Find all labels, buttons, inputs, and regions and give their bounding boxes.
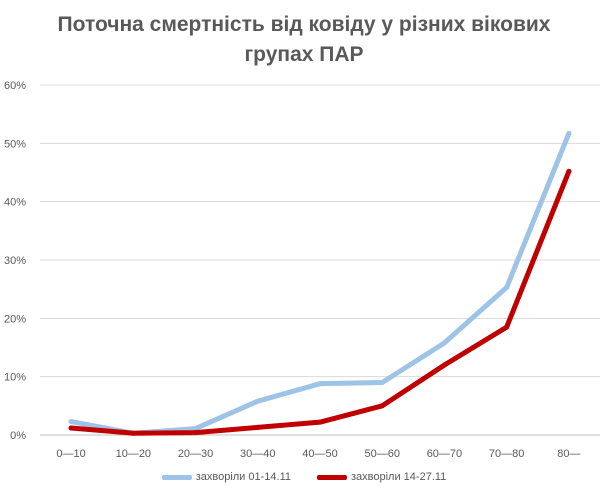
- chart-title-line-2: групах ПАР: [244, 43, 364, 66]
- data-point-series-2: [68, 425, 74, 431]
- x-tick-label: 10—20: [116, 448, 151, 460]
- data-point-series-2: [255, 424, 261, 430]
- y-tick-label: 0%: [10, 430, 26, 442]
- y-tick-label: 50%: [4, 138, 26, 150]
- data-point-series-2: [566, 168, 572, 174]
- x-tick-label: 50—60: [364, 448, 399, 460]
- data-point-series-2: [193, 430, 199, 436]
- chart-title-line-1: Поточна смертність від ковіду у різних в…: [57, 13, 551, 36]
- legend-swatch-series-2: [317, 474, 347, 480]
- legend: захворіли 01-14.11 захворіли 14-27.11: [0, 471, 608, 483]
- data-point-series-1: [255, 398, 261, 404]
- x-tick-label: 0—10: [56, 448, 85, 460]
- data-point-series-2: [504, 324, 510, 330]
- y-tick-label: 10%: [4, 372, 26, 384]
- x-tick-label: 20—30: [178, 448, 213, 460]
- legend-label-series-1: захворіли 01-14.11: [195, 471, 291, 483]
- x-axis-tick-labels: 0—10 10—20 20—30 30—40 40—50 50—60 60—70 70—80 8…: [56, 448, 580, 460]
- x-tick-label: 40—50: [302, 448, 337, 460]
- x-tick-label: 80—: [557, 448, 580, 460]
- x-tick-label: 60—70: [427, 448, 462, 460]
- y-tick-label: 30%: [4, 255, 26, 267]
- data-point-series-2: [441, 362, 447, 368]
- data-point-series-1: [193, 426, 199, 432]
- legend-label-series-2: захворіли 14-27.11: [351, 471, 447, 483]
- data-point-series-1: [566, 130, 572, 136]
- y-tick-label: 60%: [4, 80, 26, 92]
- y-axis-tick-labels: 0% 10% 20% 30% 40% 50% 60%: [4, 80, 26, 442]
- data-point-series-2: [130, 430, 136, 436]
- series-lines: [68, 130, 572, 436]
- data-point-series-1: [379, 380, 385, 385]
- legend-item-series-1[interactable]: захворіли 01-14.11: [161, 471, 291, 483]
- series-line-2: [68, 168, 572, 436]
- y-tick-label: 40%: [4, 197, 26, 209]
- gridlines: [40, 84, 600, 436]
- chart-title: Поточна смертність від ковіду у різних в…: [0, 10, 608, 70]
- series-line-1: [68, 130, 572, 436]
- y-tick-label: 20%: [4, 313, 26, 325]
- data-point-series-2: [317, 419, 323, 425]
- data-point-series-1: [441, 340, 447, 346]
- x-tick-label: 70—80: [489, 448, 524, 460]
- data-point-series-1: [68, 419, 74, 425]
- data-point-series-2: [379, 403, 385, 409]
- legend-swatch-series-1: [161, 474, 192, 480]
- data-point-series-1: [317, 381, 323, 387]
- legend-item-series-2[interactable]: захворіли 14-27.11: [317, 471, 446, 483]
- data-point-series-1: [504, 284, 510, 290]
- x-tick-label: 30—40: [240, 448, 275, 460]
